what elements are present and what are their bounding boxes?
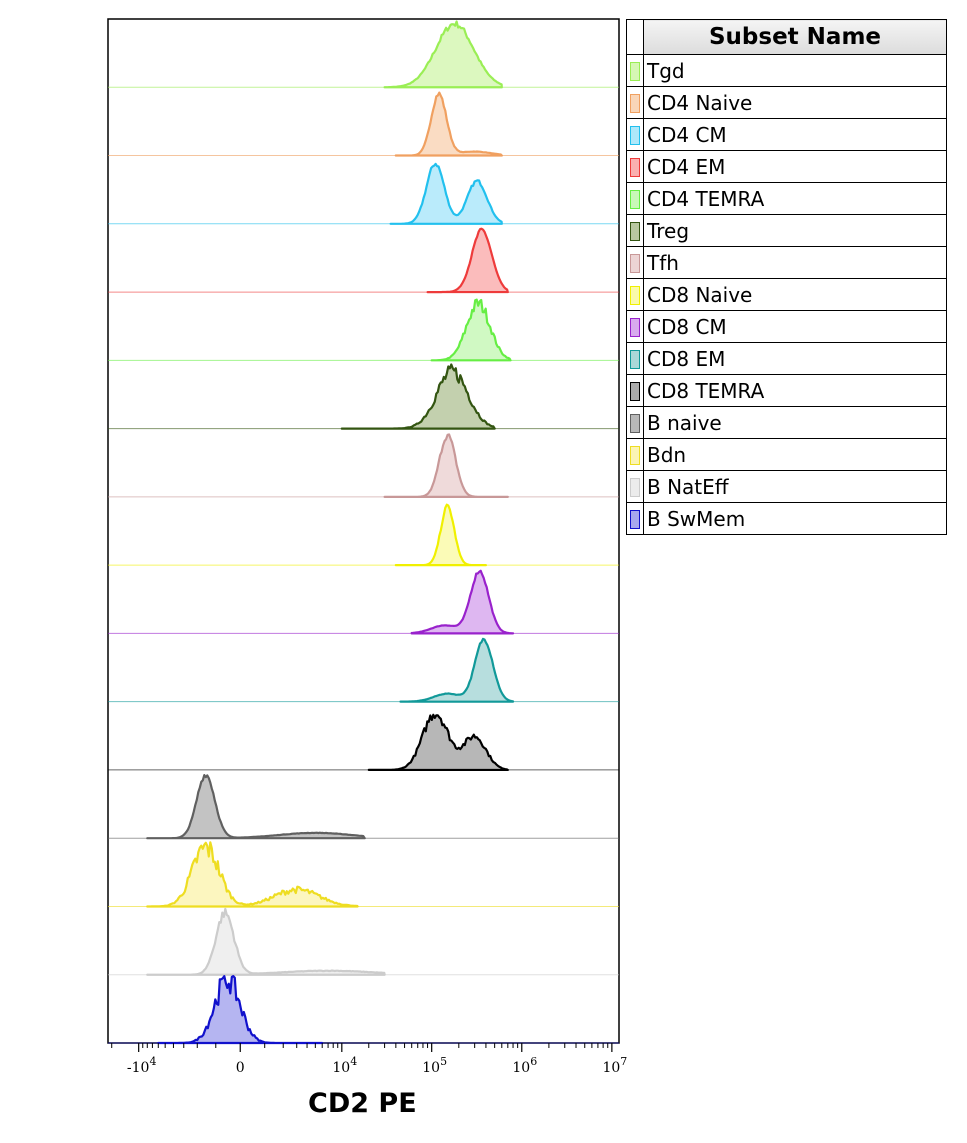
legend-label: B naive bbox=[643, 406, 947, 439]
legend-swatch bbox=[630, 61, 640, 81]
histogram-b-naive bbox=[146, 774, 366, 840]
legend-row: B SwMem bbox=[626, 502, 947, 535]
legend-label: Tgd bbox=[643, 54, 947, 87]
legend-row: Treg bbox=[626, 214, 947, 247]
legend-row: CD8 CM bbox=[626, 310, 947, 343]
x-axis-title: CD2 PE bbox=[308, 1088, 417, 1119]
x-tick-label: 0 bbox=[236, 1060, 245, 1076]
legend-row: B naive bbox=[626, 406, 947, 439]
legend-swatch-cell bbox=[626, 118, 644, 151]
legend-label: Bdn bbox=[643, 438, 947, 471]
histogram-cd8-em bbox=[399, 637, 515, 703]
legend-row: B NatEff bbox=[626, 470, 947, 503]
legend-header-blank bbox=[626, 19, 644, 55]
legend-row: CD8 TEMRA bbox=[626, 374, 947, 407]
legend-label: CD8 CM bbox=[643, 310, 947, 343]
legend-swatch-cell bbox=[626, 406, 644, 439]
legend-label: Tfh bbox=[643, 246, 947, 279]
histogram-treg bbox=[340, 363, 496, 430]
legend-swatch bbox=[630, 445, 640, 465]
legend-swatch bbox=[630, 317, 640, 337]
legend-label: Treg bbox=[643, 214, 947, 247]
legend-row: Bdn bbox=[626, 438, 947, 471]
legend-swatch-cell bbox=[626, 278, 644, 311]
histogram-cd4-temra bbox=[430, 298, 512, 362]
histogram-b-swmem bbox=[157, 975, 324, 1045]
legend-swatch-cell bbox=[626, 438, 644, 471]
legend-swatch-cell bbox=[626, 246, 644, 279]
legend-swatch-cell bbox=[626, 502, 644, 535]
legend-swatch bbox=[630, 189, 640, 209]
histogram-cd8-naive bbox=[394, 503, 487, 567]
legend-swatch-cell bbox=[626, 54, 644, 87]
x-tick-label: 106 bbox=[512, 1055, 537, 1076]
legend-label: CD8 Naive bbox=[643, 278, 947, 311]
legend-row: CD8 Naive bbox=[626, 278, 947, 311]
histogram-cd4-cm bbox=[389, 162, 503, 225]
legend-swatch-cell bbox=[626, 342, 644, 375]
legend-swatch bbox=[630, 93, 640, 113]
legend-swatch bbox=[630, 381, 640, 401]
histogram-b-nateff bbox=[146, 907, 386, 976]
legend-swatch bbox=[630, 253, 640, 273]
histogram-cd8-temra bbox=[367, 713, 509, 772]
legend-header: Subset Name bbox=[643, 19, 947, 55]
legend-swatch bbox=[630, 157, 640, 177]
legend-row: Tgd bbox=[626, 54, 947, 87]
histogram-bdn bbox=[146, 841, 359, 908]
legend-swatch-cell bbox=[626, 182, 644, 215]
histogram-cd4-em bbox=[426, 227, 509, 294]
x-tick-label: 105 bbox=[422, 1055, 447, 1076]
legend-swatch bbox=[630, 509, 640, 529]
legend-swatch bbox=[630, 221, 640, 241]
histogram-cd4-naive bbox=[394, 91, 503, 157]
legend-swatch-cell bbox=[626, 310, 644, 343]
legend-row: CD4 CM bbox=[626, 118, 947, 151]
legend-label: B NatEff bbox=[643, 470, 947, 503]
legend-swatch bbox=[630, 285, 640, 305]
x-tick-label: -104 bbox=[127, 1055, 157, 1076]
legend-swatch bbox=[630, 413, 640, 433]
legend-label: CD4 TEMRA bbox=[643, 182, 947, 215]
legend-label: CD4 CM bbox=[643, 118, 947, 151]
histogram-tgd bbox=[383, 20, 503, 89]
x-tick-label: 107 bbox=[602, 1055, 627, 1076]
legend-label: B SwMem bbox=[643, 502, 947, 535]
legend-swatch-cell bbox=[626, 214, 644, 247]
legend-row: CD8 EM bbox=[626, 342, 947, 375]
legend-row: Tfh bbox=[626, 246, 947, 279]
legend-swatch-cell bbox=[626, 150, 644, 183]
legend-row: CD4 EM bbox=[626, 150, 947, 183]
x-tick-label: 104 bbox=[332, 1055, 357, 1076]
histogram-cd8-cm bbox=[410, 569, 515, 635]
legend-swatch bbox=[630, 125, 640, 145]
legend-swatch-cell bbox=[626, 86, 644, 119]
legend-table: Subset Name Tgd CD4 Naive CD4 CM CD4 EM CD4 … bbox=[626, 19, 947, 535]
legend-label: CD4 EM bbox=[643, 150, 947, 183]
legend-label: CD8 TEMRA bbox=[643, 374, 947, 407]
legend-swatch bbox=[630, 477, 640, 497]
legend-label: CD4 Naive bbox=[643, 86, 947, 119]
histogram-tfh bbox=[383, 433, 509, 498]
legend-row: CD4 Naive bbox=[626, 86, 947, 119]
legend-swatch bbox=[630, 349, 640, 369]
legend-swatch-cell bbox=[626, 374, 644, 407]
legend-swatch-cell bbox=[626, 470, 644, 503]
legend-label: CD8 EM bbox=[643, 342, 947, 375]
legend-row: CD4 TEMRA bbox=[626, 182, 947, 215]
